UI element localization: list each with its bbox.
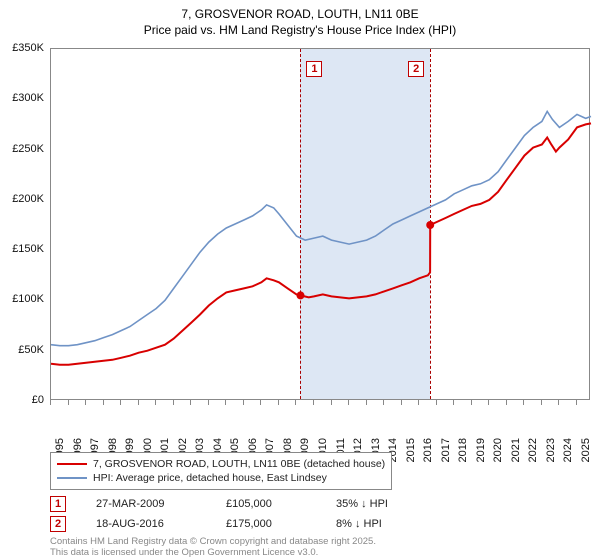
- sale-point: [426, 221, 434, 229]
- x-tick: [331, 400, 332, 405]
- x-tick: [68, 400, 69, 405]
- x-tick: [366, 400, 367, 405]
- sale-flag: 2: [50, 516, 66, 532]
- title-line-2: Price paid vs. HM Land Registry's House …: [0, 22, 600, 38]
- legend-label: 7, GROSVENOR ROAD, LOUTH, LN11 0BE (deta…: [93, 458, 385, 470]
- y-tick-label: £300K: [12, 92, 44, 104]
- x-tick-label: 2022: [527, 438, 539, 462]
- legend-swatch: [57, 477, 87, 479]
- legend: 7, GROSVENOR ROAD, LOUTH, LN11 0BE (deta…: [50, 452, 392, 490]
- x-tick: [541, 400, 542, 405]
- x-tick: [120, 400, 121, 405]
- y-tick-label: £350K: [12, 42, 44, 54]
- x-tick: [576, 400, 577, 405]
- chart-container: 7, GROSVENOR ROAD, LOUTH, LN11 0BE Price…: [0, 0, 600, 560]
- sale-flag: 1: [50, 496, 66, 512]
- y-tick-label: £50K: [18, 344, 44, 356]
- sale-diff: 8% ↓ HPI: [336, 518, 446, 530]
- series-price_paid: [51, 123, 591, 364]
- sale-date: 18-AUG-2016: [96, 518, 226, 530]
- plot-area: 12: [50, 48, 590, 400]
- x-tick-label: 2016: [422, 438, 434, 462]
- x-tick: [558, 400, 559, 405]
- x-tick: [453, 400, 454, 405]
- x-tick: [506, 400, 507, 405]
- x-tick: [190, 400, 191, 405]
- x-tick: [295, 400, 296, 405]
- attribution-line-1: Contains HM Land Registry data © Crown c…: [50, 536, 376, 547]
- x-tick: [208, 400, 209, 405]
- x-tick: [225, 400, 226, 405]
- x-tick: [155, 400, 156, 405]
- marker-flag: 1: [306, 61, 322, 77]
- y-tick-label: £150K: [12, 243, 44, 255]
- y-tick-label: £100K: [12, 293, 44, 305]
- sale-date: 27-MAR-2009: [96, 498, 226, 510]
- x-tick-label: 2015: [405, 438, 417, 462]
- sale-price: £175,000: [226, 518, 336, 530]
- title-block: 7, GROSVENOR ROAD, LOUTH, LN11 0BE Price…: [0, 0, 600, 38]
- legend-row: 7, GROSVENOR ROAD, LOUTH, LN11 0BE (deta…: [57, 457, 385, 471]
- plot-svg: [51, 49, 589, 399]
- sales-row: 2 18-AUG-2016£175,0008% ↓ HPI: [50, 514, 446, 534]
- attribution: Contains HM Land Registry data © Crown c…: [50, 536, 376, 559]
- sale-diff: 35% ↓ HPI: [336, 498, 446, 510]
- attribution-line-2: This data is licensed under the Open Gov…: [50, 547, 376, 558]
- x-tick-label: 2019: [475, 438, 487, 462]
- sales-row: 1 27-MAR-2009£105,00035% ↓ HPI: [50, 494, 446, 514]
- y-tick-label: £250K: [12, 143, 44, 155]
- x-tick-label: 2024: [562, 438, 574, 462]
- x-tick: [138, 400, 139, 405]
- x-tick: [278, 400, 279, 405]
- sale-point: [296, 291, 304, 299]
- x-tick: [243, 400, 244, 405]
- x-tick: [260, 400, 261, 405]
- sale-price: £105,000: [226, 498, 336, 510]
- title-line-1: 7, GROSVENOR ROAD, LOUTH, LN11 0BE: [0, 6, 600, 22]
- y-tick-label: £200K: [12, 193, 44, 205]
- x-tick: [436, 400, 437, 405]
- x-tick-label: 2025: [580, 438, 592, 462]
- x-tick: [313, 400, 314, 405]
- series-hpi: [51, 111, 591, 345]
- x-tick: [523, 400, 524, 405]
- x-tick-label: 2021: [510, 438, 522, 462]
- x-tick: [85, 400, 86, 405]
- x-tick: [471, 400, 472, 405]
- sales-table: 1 27-MAR-2009£105,00035% ↓ HPI 2 18-AUG-201…: [50, 494, 446, 534]
- x-tick: [401, 400, 402, 405]
- legend-swatch: [57, 463, 87, 465]
- marker-flag: 2: [408, 61, 424, 77]
- x-tick-label: 2023: [545, 438, 557, 462]
- x-tick: [103, 400, 104, 405]
- x-tick: [418, 400, 419, 405]
- y-axis: £0£50K£100K£150K£200K£250K£300K£350K: [2, 48, 48, 400]
- x-tick-label: 2018: [457, 438, 469, 462]
- legend-row: HPI: Average price, detached house, East…: [57, 471, 385, 485]
- x-tick: [488, 400, 489, 405]
- x-tick: [50, 400, 51, 405]
- legend-label: HPI: Average price, detached house, East…: [93, 472, 327, 484]
- x-tick: [348, 400, 349, 405]
- x-tick: [383, 400, 384, 405]
- x-tick-label: 2017: [440, 438, 452, 462]
- x-tick-label: 2020: [492, 438, 504, 462]
- x-tick: [173, 400, 174, 405]
- y-tick-label: £0: [32, 394, 44, 406]
